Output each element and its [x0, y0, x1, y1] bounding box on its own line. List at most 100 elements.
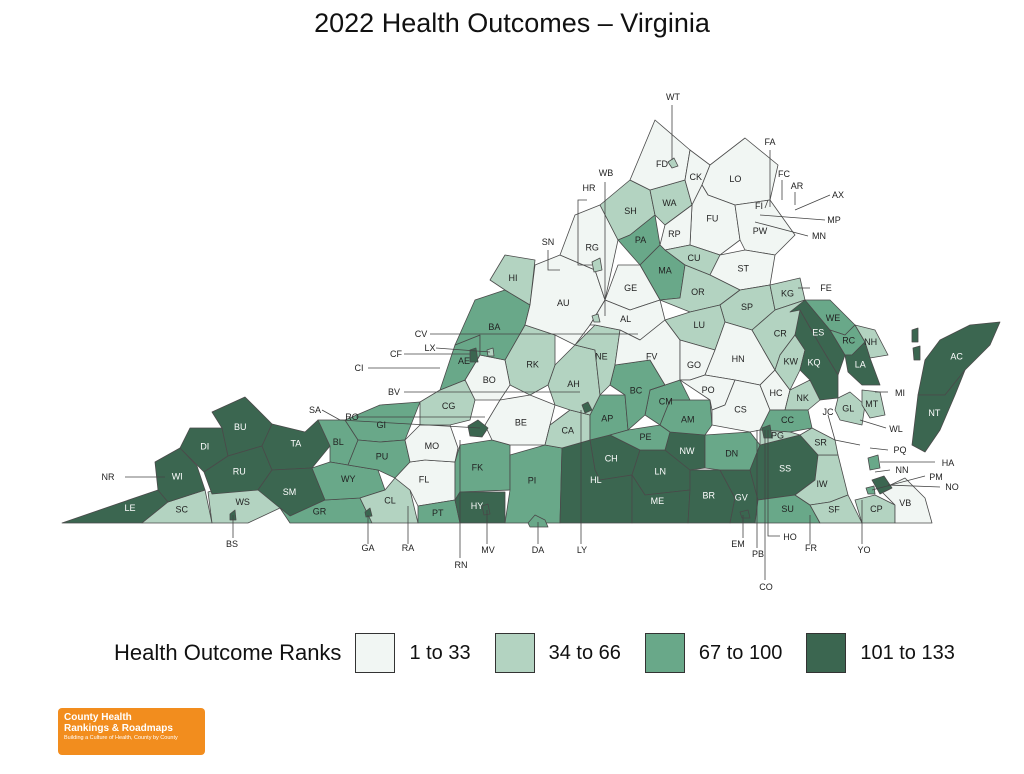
county-label-NK: NK: [796, 393, 809, 403]
legend-swatch-4: [806, 633, 847, 673]
county-SF[interactable]: [809, 494, 863, 524]
county-label-CU: CU: [688, 253, 701, 263]
county-GL[interactable]: [834, 391, 866, 426]
county-label-RK: RK: [526, 359, 539, 369]
label-BS: BS: [226, 539, 238, 549]
county-label-DN: DN: [725, 448, 738, 458]
legend: Health Outcome Ranks 1 to 33 34 to 66 67…: [114, 632, 979, 674]
county-label-SP: SP: [741, 302, 753, 312]
label-FC: FC: [778, 169, 790, 179]
logo-line-1: County Health: [64, 712, 132, 723]
county-label-CK: CK: [690, 172, 703, 182]
city-GA: [364, 507, 373, 518]
county-label-FU: FU: [706, 214, 718, 224]
county-label-TA: TA: [290, 439, 301, 449]
county-ME[interactable]: [631, 474, 691, 524]
label-PB: PB: [752, 549, 764, 559]
county-label-PW: PW: [753, 226, 768, 236]
county-label-LO: LO: [729, 174, 741, 184]
county-label-CC: CC: [781, 415, 794, 425]
county-label-BL: BL: [333, 437, 344, 447]
county-label-SC: SC: [176, 505, 189, 515]
county-label-CM: CM: [659, 397, 673, 407]
county-label-IW: IW: [817, 479, 829, 489]
county-NT[interactable]: [911, 369, 966, 453]
county-label-CS: CS: [734, 405, 747, 415]
county-label-HN: HN: [732, 354, 745, 364]
county-label-GR: GR: [313, 506, 327, 516]
county-label-HY: HY: [471, 501, 484, 511]
label-FA: FA: [764, 137, 775, 147]
label-NN: NN: [896, 465, 909, 475]
city-MV: [481, 503, 491, 516]
city-WB: [591, 313, 601, 323]
county-label-DI: DI: [200, 441, 209, 451]
county-FV[interactable]: [614, 319, 681, 391]
city-DA: [527, 514, 549, 528]
city-CF: [469, 347, 479, 363]
legend-label-1: 1 to 33: [409, 641, 471, 664]
label-PM: PM: [929, 472, 943, 482]
city-EM: [739, 509, 751, 519]
city-RO: [467, 419, 489, 438]
county-label-RG: RG: [585, 243, 599, 253]
county-CP[interactable]: [854, 494, 896, 524]
label-RO: RO: [345, 412, 359, 422]
label-NO: NO: [945, 482, 959, 492]
logo-tagline: Building a Culture of Health, County by …: [64, 735, 178, 741]
county-SR[interactable]: [799, 427, 839, 456]
county-label-PO: PO: [702, 385, 715, 395]
label-FR: FR: [805, 543, 817, 553]
county-label-SU: SU: [781, 504, 794, 514]
city-NO: [871, 475, 893, 495]
label-AR: AR: [791, 181, 804, 191]
label-FE: FE: [820, 283, 832, 293]
county-VB[interactable]: [879, 477, 933, 524]
county-WY[interactable]: [311, 461, 386, 501]
county-label-BR: BR: [703, 491, 716, 501]
legend-swatch-1: [355, 633, 396, 673]
county-FD[interactable]: [629, 119, 691, 191]
label-YO: YO: [857, 545, 870, 555]
legend-item-2: 34 to 66: [494, 633, 635, 673]
county-label-PG: PG: [771, 431, 784, 441]
county-HY[interactable]: [454, 491, 506, 524]
label-HR: HR: [583, 183, 596, 193]
county-label-AE: AE: [458, 356, 470, 366]
label-HA: HA: [942, 458, 955, 468]
county-NK[interactable]: [784, 379, 821, 411]
legend-item-1: 1 to 33: [355, 633, 484, 673]
county-label-BA: BA: [488, 322, 500, 332]
county-label-KG: KG: [781, 288, 794, 298]
county-label-KW: KW: [784, 357, 799, 367]
county-label-FK: FK: [472, 463, 484, 473]
county-PA[interactable]: [617, 214, 661, 266]
county-label-WE: WE: [826, 313, 841, 323]
label-SA: SA: [309, 405, 321, 415]
island-2: [912, 345, 921, 361]
city-LY: [581, 401, 593, 414]
county-label-AH: AH: [567, 379, 580, 389]
county-LO[interactable]: [701, 137, 779, 206]
county-label-FD: FD: [656, 159, 668, 169]
county-label-GL: GL: [842, 403, 854, 413]
county-label-ST: ST: [738, 263, 750, 273]
label-FI: FI: [755, 201, 763, 211]
city-LX: [486, 347, 495, 357]
label-WL: WL: [889, 424, 903, 434]
county-label-BO: BO: [483, 375, 496, 385]
county-LA[interactable]: [844, 341, 881, 386]
label-EM: EM: [731, 539, 745, 549]
legend-item-4: 101 to 133: [806, 633, 969, 673]
county-label-SH: SH: [624, 206, 637, 216]
county-label-OR: OR: [691, 287, 705, 297]
label-CO: CO: [759, 582, 773, 592]
county-WI[interactable]: [154, 447, 206, 503]
county-label-AC: AC: [950, 352, 963, 362]
county-label-CA: CA: [562, 426, 575, 436]
label-MN: MN: [812, 231, 826, 241]
label-CI: CI: [355, 363, 364, 373]
legend-swatch-2: [494, 633, 535, 673]
county-NH[interactable]: [854, 324, 889, 359]
